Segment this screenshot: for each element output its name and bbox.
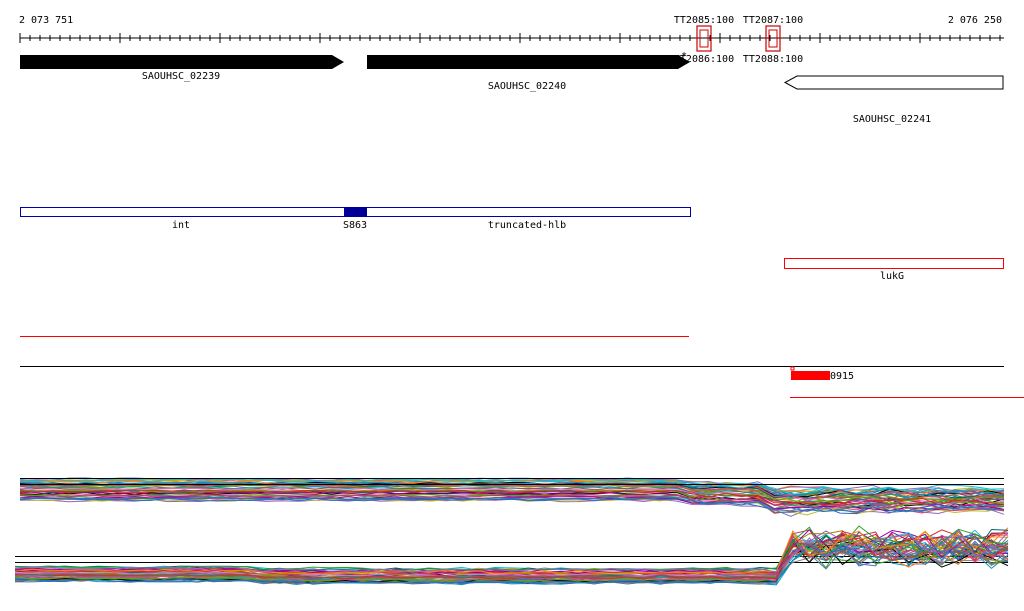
srna-marker bbox=[790, 366, 795, 371]
expression-profile-line bbox=[19, 497, 1005, 515]
gene-arrow[interactable] bbox=[367, 55, 690, 69]
gene-arrow-reverse[interactable] bbox=[783, 75, 1004, 90]
expression-profile-line bbox=[14, 529, 1009, 573]
ruler-start-label: 2 073 751 bbox=[19, 15, 73, 26]
annotation-track[interactable]: int S863 truncated-hlb lukG bbox=[20, 207, 1004, 282]
gene-label: SAOUHSC_02241 bbox=[853, 114, 931, 125]
terminator-label-bottom: TT2086:100 bbox=[674, 54, 734, 65]
terminator-box[interactable] bbox=[696, 25, 712, 52]
region-label: int bbox=[172, 220, 190, 231]
expression-profile-line bbox=[14, 530, 1009, 575]
region-label: truncated-hlb bbox=[488, 220, 566, 231]
line-tracks: 0915 bbox=[20, 336, 1024, 398]
expression-profile-line bbox=[19, 483, 1005, 500]
region-label: S863 bbox=[343, 220, 367, 231]
terminator-label-bottom: TT2088:100 bbox=[743, 54, 803, 65]
expression-profile-line bbox=[14, 525, 1009, 572]
expression-profile-line bbox=[14, 543, 1009, 585]
terminator-box[interactable] bbox=[765, 25, 781, 52]
expression-profile-line bbox=[14, 534, 1009, 580]
terminator-inner-box bbox=[699, 29, 709, 48]
gene-arrow[interactable] bbox=[20, 55, 344, 69]
expression-profile-line bbox=[19, 487, 1005, 505]
terminator-inner-box bbox=[768, 29, 778, 48]
expression-profile-line bbox=[19, 483, 1005, 499]
gene-label: SAOUHSC_02240 bbox=[488, 81, 566, 92]
srna-block[interactable] bbox=[791, 371, 830, 380]
terminator-track[interactable]: TT2085:100 TT2086:100 TT2087:100 TT2088:… bbox=[674, 15, 803, 65]
coordinate-ruler: 2 073 751 2 076 250 bbox=[19, 15, 1004, 43]
expression-profile-line bbox=[19, 489, 1005, 506]
ruler-end-label: 2 076 250 bbox=[948, 15, 1002, 26]
region-box-red[interactable] bbox=[784, 258, 1004, 269]
gene-track[interactable]: SAOUHSC_02239 SAOUHSC_02240 SAOUHSC_0224… bbox=[20, 55, 1004, 125]
expression-profiles-top bbox=[15, 477, 1008, 563]
expression-profiles-bottom bbox=[14, 525, 1009, 586]
star-marker: * bbox=[681, 51, 687, 62]
expression-profile-line bbox=[19, 497, 1005, 513]
srna-label: 0915 bbox=[830, 371, 854, 382]
expression-profile-line bbox=[19, 495, 1005, 512]
region-block[interactable] bbox=[344, 207, 367, 217]
expression-profile-line bbox=[14, 540, 1009, 585]
terminator-label-top: TT2085:100 bbox=[674, 15, 734, 26]
region-label: lukG bbox=[880, 271, 904, 282]
ruler-ticks bbox=[19, 33, 1001, 43]
terminator-label-top: TT2087:100 bbox=[743, 15, 803, 26]
gene-label: SAOUHSC_02239 bbox=[142, 71, 220, 82]
